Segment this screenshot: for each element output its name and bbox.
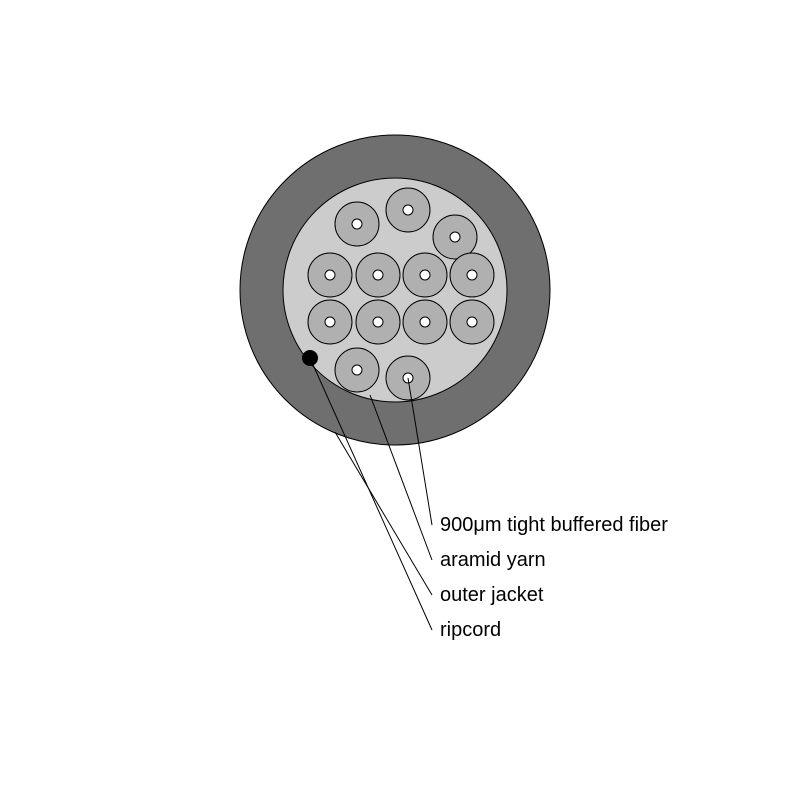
- fiber-core: [325, 270, 335, 280]
- fiber-core: [467, 317, 477, 327]
- fiber-core: [420, 317, 430, 327]
- fiber-core: [420, 270, 430, 280]
- fiber-core: [373, 270, 383, 280]
- fiber-core: [325, 317, 335, 327]
- fiber-core: [352, 219, 362, 229]
- cable-cross-section-diagram: 900μm tight buffered fiber aramid yarn out…: [0, 0, 800, 800]
- callout-label: ripcord: [440, 619, 501, 641]
- fiber-core: [403, 205, 413, 215]
- callout-label: 900μm tight buffered fiber: [440, 514, 668, 536]
- fiber-core: [352, 365, 362, 375]
- fiber-core: [467, 270, 477, 280]
- callout-label: aramid yarn: [440, 549, 546, 571]
- callout-label: outer jacket: [440, 584, 544, 606]
- fiber-core: [450, 232, 460, 242]
- fiber-core: [373, 317, 383, 327]
